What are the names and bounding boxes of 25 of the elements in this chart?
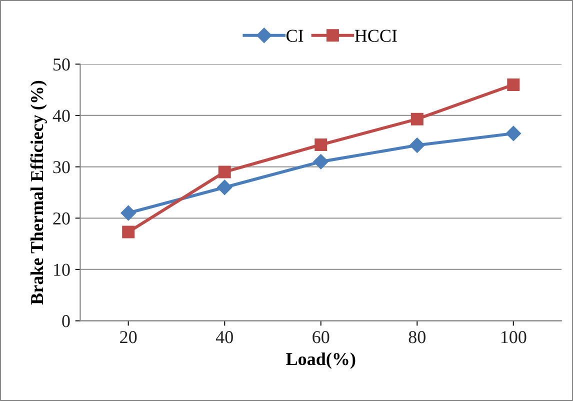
y-tick-label: 30 xyxy=(53,161,70,174)
point xyxy=(314,138,328,151)
x-tick-label: 80 xyxy=(408,331,426,344)
legend-label: HCCI xyxy=(354,30,397,42)
point xyxy=(120,205,136,221)
point xyxy=(122,226,135,238)
x-axis-title: Load(%) xyxy=(286,352,356,369)
point xyxy=(218,166,231,178)
y-tick-label: 40 xyxy=(52,110,70,122)
x-tick-label: 40 xyxy=(216,331,233,344)
y-tick-label: 50 xyxy=(53,58,70,71)
y-axis-title: Brake Thermal Efficiecy (%) xyxy=(30,80,47,305)
y-tick-label: 10 xyxy=(54,264,70,276)
y-tick-label: 0 xyxy=(62,315,70,328)
point xyxy=(217,180,232,195)
point xyxy=(313,154,328,170)
point xyxy=(507,78,520,91)
point xyxy=(410,112,424,126)
x-tick-label: 60 xyxy=(312,331,330,344)
y-tick-label: 20 xyxy=(53,212,70,225)
point xyxy=(410,138,425,153)
legend-label: CI xyxy=(286,30,304,42)
x-tick-label: 20 xyxy=(120,331,137,344)
point xyxy=(506,126,521,142)
x-tick-label: 100 xyxy=(501,331,526,344)
